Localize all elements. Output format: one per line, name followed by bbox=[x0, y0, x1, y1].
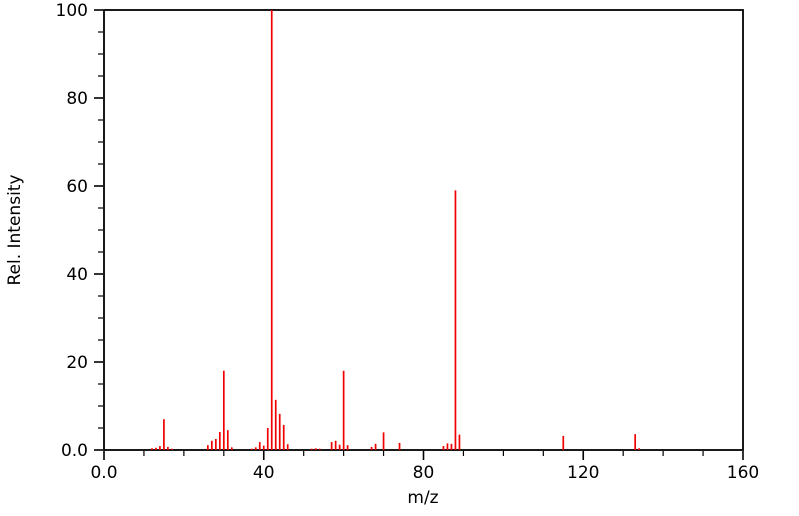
x-tick-label-0: 0.0 bbox=[90, 463, 117, 483]
y-tick-label-60: 60 bbox=[66, 177, 88, 197]
x-axis-label: m/z bbox=[407, 488, 438, 508]
y-tick-label-40: 40 bbox=[66, 265, 88, 285]
x-tick-label-40: 40 bbox=[253, 463, 275, 483]
y-tick-label-20: 20 bbox=[66, 353, 88, 373]
y-tick-label-100: 100 bbox=[56, 1, 88, 21]
x-tick-label-120: 120 bbox=[567, 463, 599, 483]
x-tick-label-80: 80 bbox=[413, 463, 435, 483]
y-tick-label-80: 80 bbox=[66, 89, 88, 109]
y-tick-label-0: 0.0 bbox=[61, 441, 88, 461]
plot-frame bbox=[103, 9, 744, 451]
y-axis-label: Rel. Intensity bbox=[5, 174, 25, 285]
x-tick-label-160: 160 bbox=[727, 463, 759, 483]
